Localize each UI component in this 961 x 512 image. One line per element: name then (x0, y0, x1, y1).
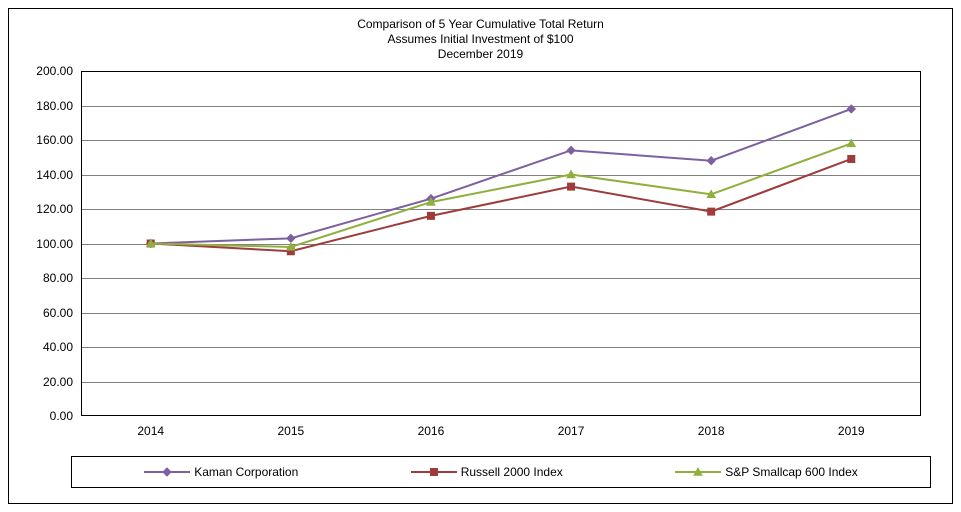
y-tick-label: 120.00 (36, 202, 81, 216)
x-tick-label: 2016 (418, 416, 445, 438)
series-marker (847, 139, 855, 146)
series-marker (848, 155, 855, 162)
series-marker (427, 212, 434, 219)
y-tick-label: 140.00 (36, 168, 81, 182)
x-tick-label: 2017 (558, 416, 585, 438)
legend-label: Kaman Corporation (194, 465, 298, 479)
legend-swatch (144, 465, 190, 479)
legend-label: S&P Smallcap 600 Index (725, 465, 858, 479)
series-lines (81, 71, 921, 416)
x-tick-label: 2015 (277, 416, 304, 438)
y-tick-label: 80.00 (43, 271, 81, 285)
y-tick-label: 60.00 (43, 306, 81, 320)
y-tick-label: 0.00 (50, 409, 81, 423)
series-marker (287, 234, 295, 242)
chart-title-line-2: Assumes Initial Investment of $100 (9, 32, 952, 47)
y-tick-label: 200.00 (36, 64, 81, 78)
y-tick-label: 100.00 (36, 237, 81, 251)
legend-item: Kaman Corporation (144, 465, 298, 479)
series-marker (847, 105, 855, 113)
legend-label: Russell 2000 Index (461, 465, 563, 479)
y-tick-label: 180.00 (36, 99, 81, 113)
legend-swatch (411, 465, 457, 479)
x-tick-label: 2018 (698, 416, 725, 438)
chart-title-line-3: December 2019 (9, 47, 952, 62)
series-line (151, 109, 852, 244)
x-tick-label: 2019 (838, 416, 865, 438)
legend-item: Russell 2000 Index (411, 465, 563, 479)
series-marker (708, 208, 715, 215)
y-tick-label: 20.00 (43, 375, 81, 389)
legend: Kaman Corporation Russell 2000 Index S&P S… (71, 456, 931, 488)
legend-swatch (675, 465, 721, 479)
series-marker (707, 157, 715, 165)
chart-outer-border: Comparison of 5 Year Cumulative Total Re… (8, 8, 953, 504)
series-line (151, 159, 852, 251)
series-marker (568, 183, 575, 190)
plot-area: 0.0020.0040.0060.0080.00100.00120.00140.… (81, 71, 921, 416)
y-tick-label: 160.00 (36, 133, 81, 147)
series-marker (567, 146, 575, 154)
chart-title-block: Comparison of 5 Year Cumulative Total Re… (9, 17, 952, 62)
x-tick-label: 2014 (137, 416, 164, 438)
legend-item: S&P Smallcap 600 Index (675, 465, 858, 479)
chart-title-line-1: Comparison of 5 Year Cumulative Total Re… (9, 17, 952, 32)
series-line (151, 143, 852, 247)
y-tick-label: 40.00 (43, 340, 81, 354)
